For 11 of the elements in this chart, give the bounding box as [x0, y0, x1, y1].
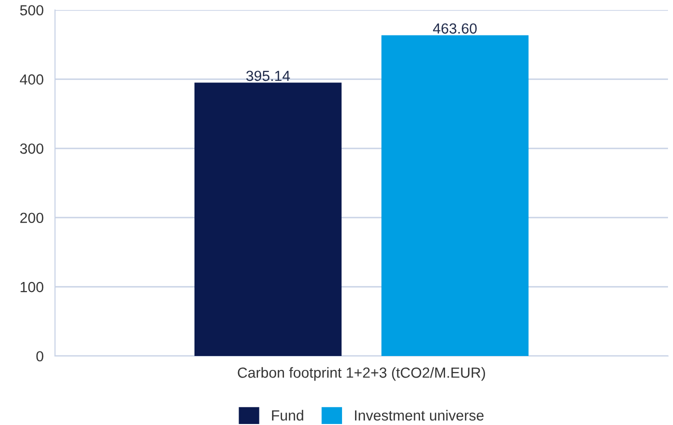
text: 395.14	[246, 70, 290, 82]
y-tick-label: 300	[20, 144, 44, 154]
legend-label: Fund	[272, 410, 304, 421]
y-tick-label: 100	[20, 282, 44, 292]
legend-label: Investment universe	[355, 410, 484, 421]
y-tick-label: 200	[20, 212, 44, 224]
y-tick-label: 400	[20, 74, 44, 85]
x-tick-label: Carbon footprint 1+2+3 (tCO2/M.EUR)	[238, 367, 486, 381]
y-tick-label: 500	[20, 5, 44, 16]
text: 463.60	[433, 23, 477, 34]
y-tick-label: 0	[36, 351, 44, 362]
